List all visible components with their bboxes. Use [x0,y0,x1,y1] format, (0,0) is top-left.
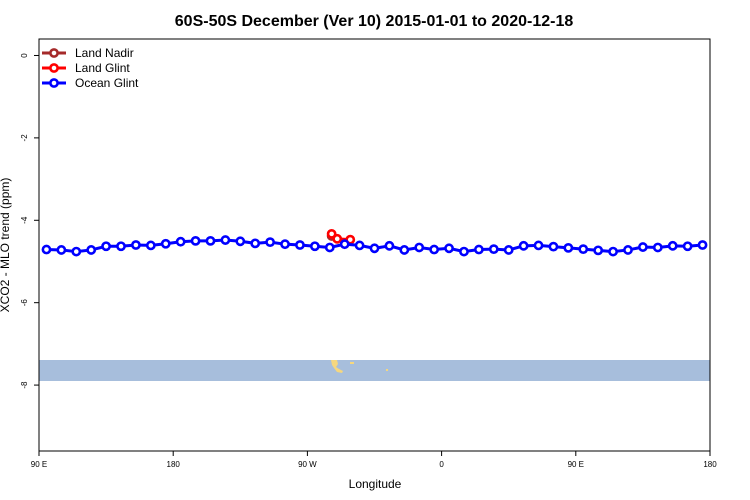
data-point [131,240,141,250]
x-tick-label: 90 W [298,460,317,469]
data-point [473,244,484,255]
data-point [369,243,380,254]
data-point [235,236,246,247]
x-tick-label: 180 [703,460,717,469]
y-tick-label: -2 [20,134,29,142]
data-point [145,240,156,251]
data-point [593,245,604,256]
legend-item: Ocean Glint [42,76,139,90]
data-point [503,245,514,255]
x-axis-label: Longitude [349,477,402,491]
data-point [414,242,425,253]
data-point [339,239,350,250]
data-point [332,233,343,244]
data-point [548,241,559,252]
data-point [488,244,499,255]
legend-item: Land Glint [42,61,130,75]
legend-item: Land Nadir [42,46,134,60]
data-point [56,245,67,255]
data-point [429,244,440,255]
data-point [190,235,201,246]
south-georgia [386,369,388,371]
data-point [354,240,365,251]
data-point [41,244,52,255]
data-point [250,238,261,249]
data-point [295,240,305,250]
data-point [399,245,410,255]
plot-frame [38,38,711,452]
series-ocean-glint [41,235,708,257]
y-tick-label: -8 [20,381,29,389]
y-tick-label: -6 [20,299,29,307]
data-point [578,244,589,255]
legend-label: Land Glint [75,61,130,75]
data-point [444,243,454,254]
y-tick-label: 0 [20,53,29,58]
data-point [638,242,648,252]
legend-swatch-marker [49,48,59,58]
data-point [459,246,469,257]
data-point [623,245,633,255]
data-point [71,246,82,257]
data-point [518,240,529,251]
data-point [101,241,111,252]
data-point [384,240,395,251]
y-tick-label: -4 [20,216,29,224]
x-tick-label: 180 [167,460,181,469]
legend-swatch-marker [49,63,59,73]
data-point [160,238,171,249]
ocean-band [39,360,710,381]
series-layer [41,228,708,257]
data-point [309,241,320,252]
x-tick-label: 0 [439,460,444,469]
data-point [533,240,544,251]
data-point [324,242,335,253]
y-axis-label: XCO2 - MLO trend (ppm) [0,178,12,313]
x-tick-label: 90 E [568,460,584,469]
data-point [667,240,678,251]
x-tick-label: 90 E [31,460,47,469]
data-point [652,242,663,253]
south-america-tip [331,360,343,373]
data-point [563,242,574,253]
data-point [608,246,618,257]
data-point [326,228,337,239]
data-point [175,236,186,247]
map-strip [39,360,710,381]
chart-title: 60S-50S December (Ver 10) 2015-01-01 to … [175,13,574,30]
data-point [265,237,276,248]
legend-swatch-marker [49,78,59,88]
data-point [682,241,693,252]
data-point [280,239,290,250]
data-point [220,235,231,245]
data-point [86,245,97,255]
data-point [116,241,126,252]
axes-layer: 90 E 180 90 W 0 90 E 180 0 -2 -4 -6 -8 [20,53,717,469]
data-point [205,235,216,246]
falkland-islands [350,362,354,364]
legend-label: Ocean Glint [75,76,139,90]
data-point [697,240,708,250]
legend-label: Land Nadir [75,46,134,60]
